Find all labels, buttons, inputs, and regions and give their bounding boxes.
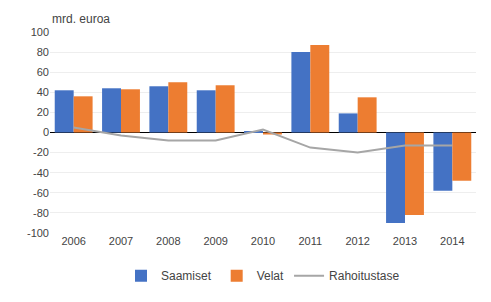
svg-text:2008: 2008 — [156, 235, 180, 247]
svg-text:-40: -40 — [33, 167, 49, 179]
svg-text:-60: -60 — [33, 187, 49, 199]
svg-text:Velat: Velat — [257, 269, 284, 283]
svg-text:2014: 2014 — [440, 235, 464, 247]
svg-text:0: 0 — [43, 126, 49, 138]
svg-text:mrd. euroa: mrd. euroa — [52, 12, 110, 26]
svg-text:20: 20 — [37, 106, 49, 118]
svg-text:40: 40 — [37, 86, 49, 98]
svg-text:2013: 2013 — [393, 235, 417, 247]
svg-text:100: 100 — [31, 26, 49, 38]
svg-text:2012: 2012 — [345, 235, 369, 247]
svg-text:2007: 2007 — [109, 235, 133, 247]
svg-text:Saamiset: Saamiset — [161, 269, 212, 283]
svg-text:2010: 2010 — [251, 235, 275, 247]
svg-text:-20: -20 — [33, 146, 49, 158]
svg-text:2011: 2011 — [299, 235, 323, 247]
svg-text:60: 60 — [37, 66, 49, 78]
svg-text:2009: 2009 — [203, 235, 227, 247]
svg-text:Rahoitustase: Rahoitustase — [329, 269, 399, 283]
svg-text:-80: -80 — [33, 207, 49, 219]
svg-text:80: 80 — [37, 46, 49, 58]
svg-text:2006: 2006 — [61, 235, 85, 247]
svg-text:-100: -100 — [27, 227, 49, 239]
